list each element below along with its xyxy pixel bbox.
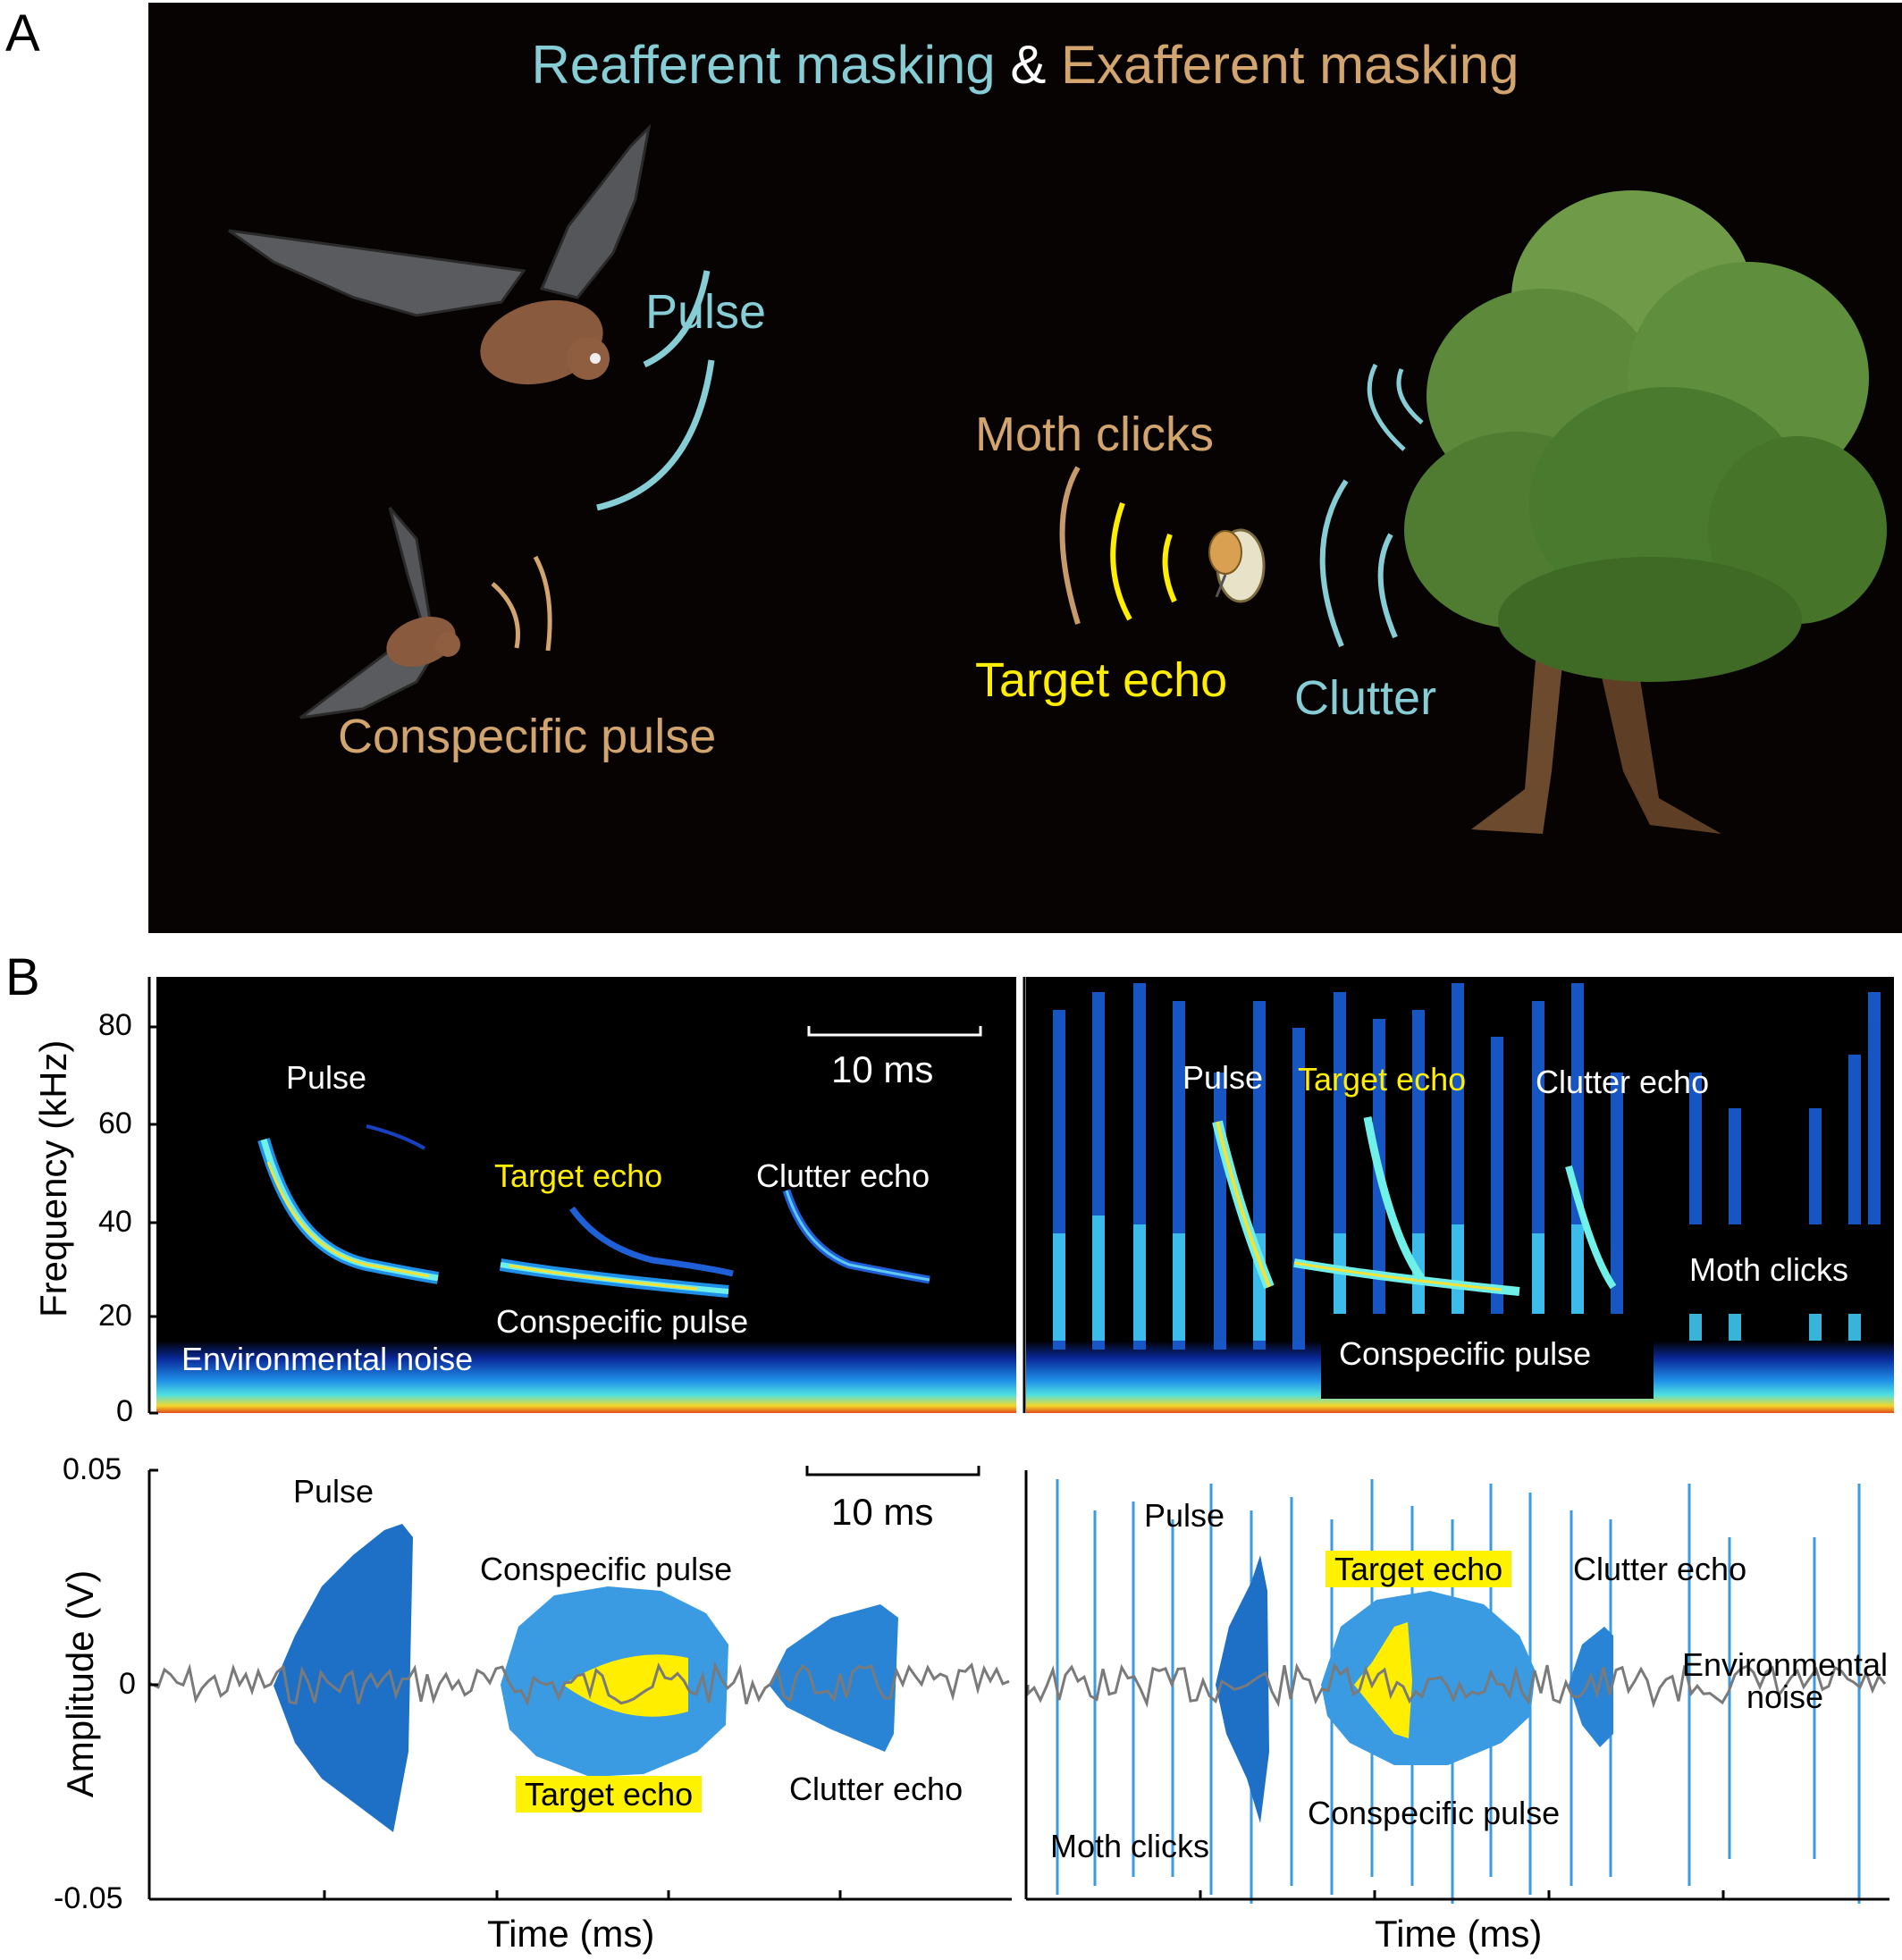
wave-right-environmental-noise: Environmental noise bbox=[1681, 1646, 1889, 1715]
spec-right-pulse: Pulse bbox=[1182, 1059, 1264, 1096]
panel-label-b: B bbox=[5, 948, 40, 1006]
panel-label-a: A bbox=[5, 4, 40, 63]
wave-left-target-echo: Target echo bbox=[516, 1776, 703, 1813]
bat-large bbox=[228, 123, 652, 385]
label-conspecific-pulse: Conspecific pulse bbox=[338, 710, 717, 763]
noise-trace-right bbox=[1026, 1661, 1887, 1709]
spec-right-conspecific-pulse: Conspecific pulse bbox=[1339, 1335, 1592, 1372]
label-pulse: Pulse bbox=[645, 285, 767, 339]
spec-left-scalebar-label: 10 ms bbox=[831, 1048, 934, 1090]
scene-illustration bbox=[228, 123, 1887, 834]
waveform-right bbox=[1026, 1479, 1887, 1904]
wave-right-target-echo-text: Target echo bbox=[1326, 1551, 1512, 1587]
spec-left-environmental-noise: Environmental noise bbox=[181, 1341, 474, 1377]
waveform-y-axis-title: Amplitude (V) bbox=[59, 1569, 101, 1798]
spectrogram-left bbox=[156, 977, 1016, 1413]
label-moth-clicks: Moth clicks bbox=[975, 408, 1215, 461]
wave-left-scalebar-label: 10 ms bbox=[831, 1491, 934, 1533]
bat-small bbox=[299, 507, 460, 719]
tree-icon bbox=[1404, 190, 1887, 834]
wave-right-clutter-echo: Clutter echo bbox=[1573, 1551, 1747, 1587]
echolocation-scene: Reafferent masking & Exafferent masking … bbox=[148, 3, 1902, 933]
moth-icon bbox=[1208, 528, 1266, 603]
wave-left-conspecific-pulse: Conspecific pulse bbox=[480, 1551, 733, 1587]
wave-left-pulse: Pulse bbox=[293, 1473, 375, 1510]
spec-left-clutter-echo: Clutter echo bbox=[756, 1157, 930, 1194]
wave-right-pulse: Pulse bbox=[1144, 1497, 1225, 1534]
waveform-left-x-axis-title: Time (ms) bbox=[487, 1913, 655, 1955]
waveform-axes bbox=[147, 1466, 1889, 1901]
spec-left-conspecific-pulse: Conspecific pulse bbox=[496, 1303, 749, 1340]
title-reafferent: Reafferent masking bbox=[531, 35, 996, 95]
spec-right-clutter-echo: Clutter echo bbox=[1536, 1064, 1710, 1100]
title-ampersand: & bbox=[1010, 35, 1047, 95]
spec-right-target-echo: Target echo bbox=[1298, 1061, 1467, 1098]
spec-ytick-60: 60 bbox=[98, 1106, 132, 1140]
pulse-wave-inner bbox=[643, 270, 711, 368]
wave-right-target-echo: Target echo bbox=[1326, 1551, 1512, 1588]
scene-title: Reafferent masking & Exafferent masking bbox=[148, 34, 1902, 96]
noise-trace-left bbox=[150, 1661, 1010, 1707]
spectrogram-y-axis-title: Frequency (kHz) bbox=[32, 1039, 74, 1317]
wave-ytick-0: 0 bbox=[119, 1667, 136, 1701]
spec-ytick-0: 0 bbox=[116, 1394, 133, 1428]
spec-ytick-40: 40 bbox=[98, 1205, 132, 1239]
label-clutter: Clutter bbox=[1294, 671, 1437, 725]
spectrogram-axes bbox=[147, 977, 1026, 1415]
wave-right-moth-clicks: Moth clicks bbox=[1050, 1828, 1210, 1864]
spec-ytick-20: 20 bbox=[98, 1299, 132, 1333]
wave-left-clutter-echo: Clutter echo bbox=[789, 1771, 964, 1807]
wave-ytick-minus-0.05: -0.05 bbox=[54, 1881, 123, 1915]
label-target-echo: Target echo bbox=[975, 653, 1228, 707]
spectrogram-right bbox=[1026, 977, 1894, 1413]
waveform-left bbox=[150, 1524, 1010, 1832]
spec-left-target-echo: Target echo bbox=[494, 1157, 663, 1194]
spec-left-pulse: Pulse bbox=[286, 1059, 367, 1096]
spec-right-moth-clicks: Moth clicks bbox=[1689, 1251, 1849, 1288]
title-exafferent: Exafferent masking bbox=[1061, 35, 1519, 95]
spec-ytick-80: 80 bbox=[98, 1008, 132, 1042]
wave-left-target-echo-text: Target echo bbox=[516, 1776, 703, 1813]
wave-ytick-0.05: 0.05 bbox=[63, 1452, 122, 1486]
wave-right-conspecific-pulse: Conspecific pulse bbox=[1308, 1795, 1561, 1831]
waveform-right-x-axis-title: Time (ms) bbox=[1375, 1913, 1543, 1955]
